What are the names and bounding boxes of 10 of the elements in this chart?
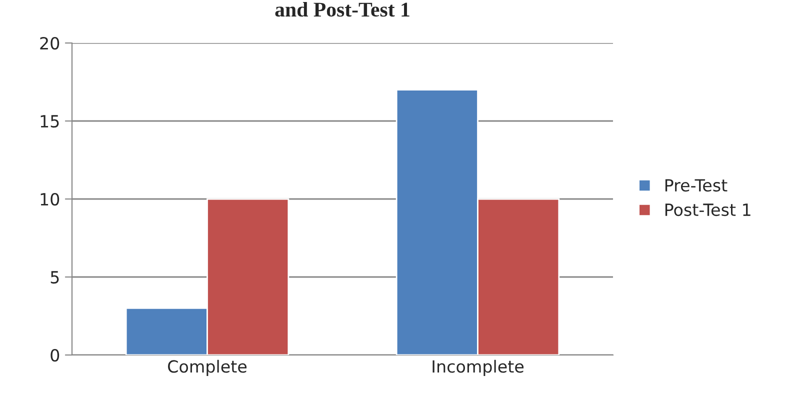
y-tick-label: 15 — [40, 115, 59, 128]
legend-label: Pre-Test — [665, 179, 728, 192]
legend-label: Post-Test 1 — [665, 204, 750, 216]
y-tick-label: 10 — [40, 192, 60, 206]
chart-title: and Post-Test 1 — [275, 2, 410, 17]
y-tick-label: 20 — [40, 36, 60, 50]
y-tick-label: 0 — [50, 348, 60, 362]
x-tick-label: Complete — [168, 360, 247, 376]
x-tick-label: Incomplete — [432, 360, 524, 376]
y-tick-label: 5 — [50, 271, 59, 284]
